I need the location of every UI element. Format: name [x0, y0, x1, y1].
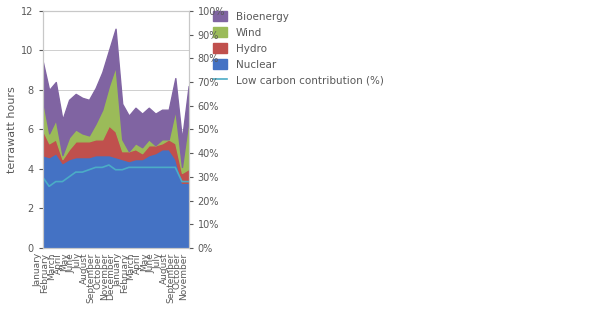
Low carbon contribution (%) — [112, 168, 119, 172]
Low carbon contribution (%) — [185, 180, 192, 184]
Low carbon contribution (%) — [165, 166, 172, 169]
Line: Low carbon contribution (%): Low carbon contribution (%) — [43, 165, 188, 186]
Low carbon contribution (%) — [79, 170, 86, 174]
Low carbon contribution (%) — [98, 166, 106, 169]
Low carbon contribution (%) — [39, 175, 46, 179]
Low carbon contribution (%) — [172, 166, 179, 169]
Low carbon contribution (%) — [139, 166, 146, 169]
Low carbon contribution (%) — [125, 166, 133, 169]
Low carbon contribution (%) — [106, 163, 113, 167]
Low carbon contribution (%) — [59, 180, 66, 184]
Low carbon contribution (%) — [92, 166, 99, 169]
Low carbon contribution (%) — [178, 180, 185, 184]
Low carbon contribution (%) — [85, 168, 92, 172]
Low carbon contribution (%) — [158, 166, 166, 169]
Low carbon contribution (%) — [132, 166, 139, 169]
Low carbon contribution (%) — [65, 175, 73, 179]
Low carbon contribution (%) — [46, 184, 53, 188]
Low carbon contribution (%) — [72, 170, 79, 174]
Y-axis label: terrawatt hours: terrawatt hours — [7, 86, 17, 173]
Low carbon contribution (%) — [119, 168, 126, 172]
Low carbon contribution (%) — [152, 166, 159, 169]
Low carbon contribution (%) — [145, 166, 152, 169]
Legend: Bioenergy, Wind, Hydro, Nuclear, Low carbon contribution (%): Bioenergy, Wind, Hydro, Nuclear, Low car… — [213, 11, 383, 86]
Low carbon contribution (%) — [52, 180, 59, 184]
